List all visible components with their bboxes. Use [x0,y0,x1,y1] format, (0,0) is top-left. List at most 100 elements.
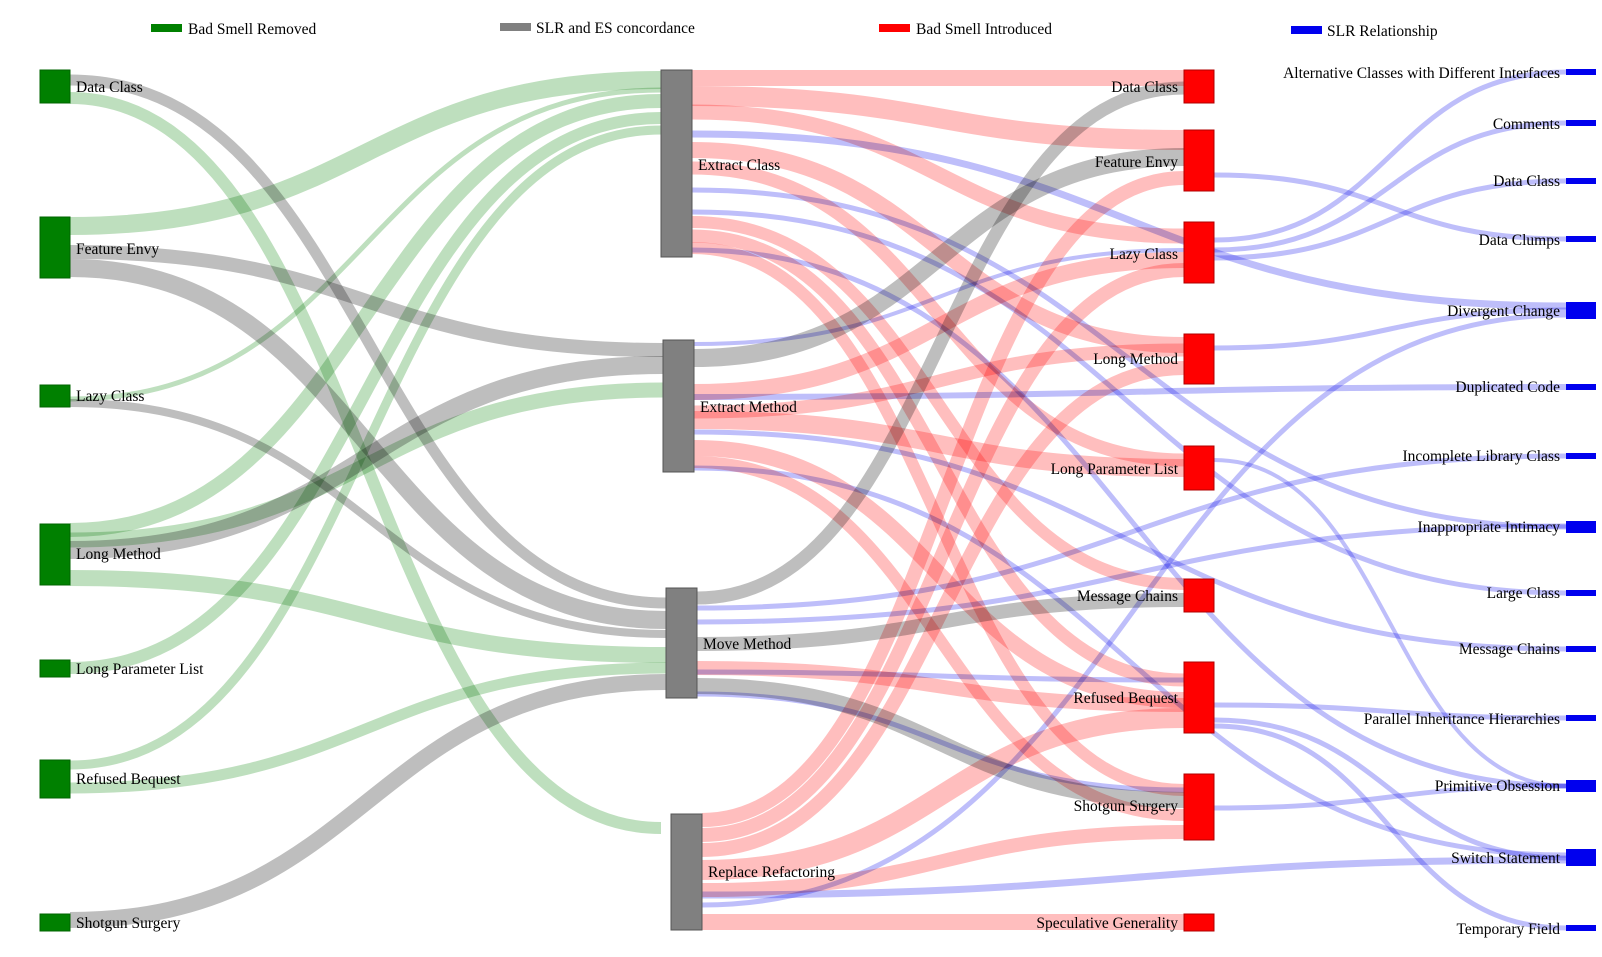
slr-flow-link [693,384,1567,400]
slr-label-primitive-obsession: Primitive Obsession [1435,778,1561,795]
legend-label-removed: Bad Smell Removed [188,21,317,38]
introduced-flow-link [701,825,1185,897]
slr-node-temporary-field [1566,925,1596,931]
slr-flow-link [691,209,1567,596]
introduced-flow-link [696,661,1185,712]
slr-node-divergent-change [1566,302,1596,319]
slr-flow-link [696,453,1567,611]
slr-flow-link [1213,69,1567,243]
slr-label-incomplete-library-class: Incomplete Library Class [1402,448,1560,465]
introduced-label-long-parameter-list: Long Parameter List [1051,461,1179,478]
removed-smell-nodes: Data Class Feature Envy Lazy Class Long … [39,69,204,932]
slr-label-temporary-field: Temporary Field [1456,921,1560,938]
removed-label-long-parameter-list: Long Parameter List [76,661,204,678]
concordance-flow-link [69,259,667,629]
introduced-smell-nodes: Data Class Feature Envy Lazy Class Long … [1036,69,1215,932]
introduced-flow-link [691,161,1185,467]
slr-flow-link [1213,702,1567,721]
legend-swatch-slr [1291,26,1322,34]
removed-label-long-method: Long Method [76,546,161,563]
concordance-flow-link [696,81,1185,605]
slr-smell-nodes: Alternative Classes with Different Inter… [1283,65,1596,938]
introduced-node-shotgun-surgery [1183,773,1215,841]
slr-flow-link [1213,458,1567,788]
introduced-flow-link [691,142,1185,353]
removed-node-feature-envy [39,216,71,279]
concordance-flow-link [69,245,664,357]
slr-node-data-class [1566,178,1596,184]
slr-node-large-class [1566,590,1596,596]
slr-flow-link [696,691,1185,793]
introduced-flow-link [691,229,1185,687]
introduced-flow-link [701,263,1185,842]
legend-swatch-removed [151,24,182,32]
refactoring-label-replace-refactoring: Replace Refactoring [708,864,835,881]
refactoring-node-move-method [665,587,698,699]
slr-flow-link [691,187,1567,530]
slr-flow-link [1213,723,1567,931]
removed-node-shotgun-surgery [39,913,71,932]
refactoring-node-extract-method [662,339,695,473]
refactoring-label-extract-class: Extract Class [698,157,780,174]
introduced-flow-link [693,343,1185,419]
introduced-flow-link [693,456,1185,821]
slr-flow-link [701,312,1567,908]
slr-label-switch-statement: Switch Statement [1451,850,1561,867]
slr-flow-link [1213,120,1567,253]
concordance-flow-link [69,674,667,928]
slr-node-message-chains [1566,646,1596,652]
introduced-flow-link [691,104,1185,244]
slr-flow-link [691,130,1567,310]
introduced-node-long-method [1183,333,1215,385]
introduced-flow-link [693,411,1185,477]
removed-flow-link [69,662,667,794]
introduced-flow-link [691,216,1185,590]
refactoring-node-extract-class [660,69,693,258]
slr-node-switch-statement [1566,849,1596,866]
introduced-flow-link [691,86,1185,150]
legend-label-concordance: SLR and ES concordance [536,20,695,37]
slr-flow-link [1213,178,1567,261]
introduced-label-feature-envy: Feature Envy [1095,154,1178,171]
removed-flow-link [69,87,662,402]
slr-flow-link [1213,172,1567,242]
removed-flow-link [69,570,667,663]
introduced-node-speculative-generality [1183,913,1215,932]
introduced-label-message-chains: Message Chains [1077,588,1178,605]
slr-label-duplicated-code: Duplicated Code [1455,379,1560,396]
legend-label-slr: SLR Relationship [1327,23,1438,40]
concordance-flow-link [69,74,667,609]
slr-flow-link [701,856,1567,899]
slr-label-data-class: Data Class [1493,173,1560,190]
concordance-flow-link [69,356,664,559]
refactoring-nodes: Extract Class Extract Method Move Method… [660,69,835,931]
slr-node-alternative-classes [1566,69,1596,75]
removed-flow-link [69,71,662,235]
slr-label-alternative-classes: Alternative Classes with Different Inter… [1283,65,1560,82]
introduced-node-feature-envy [1183,129,1215,192]
slr-label-large-class: Large Class [1487,585,1560,602]
slr-label-message-chains: Message Chains [1459,641,1560,658]
removed-node-data-class [39,69,71,104]
slr-label-data-clumps: Data Clumps [1479,232,1560,249]
removed-node-long-method [39,523,71,586]
removed-node-lazy-class [39,384,71,408]
slr-flow-link [693,248,1185,346]
slr-node-primitive-obsession [1566,780,1596,792]
removed-node-refused-bequest [39,759,71,799]
refactoring-label-move-method: Move Method [703,636,792,653]
legend-swatch-introduced [879,24,910,32]
removed-label-lazy-class: Lazy Class [76,388,144,405]
refactoring-label-extract-method: Extract Method [700,399,797,416]
slr-label-comments: Comments [1493,116,1560,133]
slr-node-incomplete-library-class [1566,453,1596,459]
slr-label-inappropriate-intimacy: Inappropriate Intimacy [1418,519,1561,536]
removed-node-long-parameter-list [39,659,71,678]
refactoring-node-replace-refactoring [670,813,703,931]
slr-flow-link [693,429,1567,652]
removed-label-data-class: Data Class [76,79,143,96]
slr-flow-link [1213,783,1567,811]
removed-flow-link [69,94,662,537]
introduced-node-message-chains [1183,578,1215,613]
introduced-label-lazy-class: Lazy Class [1110,246,1178,263]
